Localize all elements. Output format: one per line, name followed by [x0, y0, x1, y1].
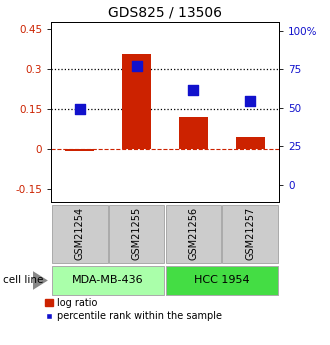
Bar	[52, 205, 108, 263]
Title: GDS825 / 13506: GDS825 / 13506	[108, 6, 222, 20]
Text: cell line: cell line	[3, 276, 44, 285]
Bar	[179, 117, 208, 149]
Bar	[109, 205, 164, 263]
Text: MDA-MB-436: MDA-MB-436	[72, 276, 144, 285]
Polygon shape	[33, 271, 48, 290]
Bar	[122, 54, 151, 149]
Point	[77, 107, 82, 112]
Text: GSM21256: GSM21256	[188, 207, 198, 260]
Text: HCC 1954: HCC 1954	[194, 276, 250, 285]
Point	[248, 98, 253, 104]
Text: GSM21255: GSM21255	[132, 207, 142, 260]
Bar	[52, 266, 164, 295]
Legend: log ratio, percentile rank within the sample: log ratio, percentile rank within the sa…	[45, 298, 222, 321]
Bar	[236, 137, 265, 149]
Bar	[65, 149, 94, 151]
Point	[134, 63, 139, 69]
Point	[191, 88, 196, 93]
Bar	[166, 205, 221, 263]
Bar	[222, 205, 278, 263]
Bar	[166, 266, 278, 295]
Text: GSM21254: GSM21254	[75, 207, 84, 260]
Text: GSM21257: GSM21257	[246, 207, 255, 260]
